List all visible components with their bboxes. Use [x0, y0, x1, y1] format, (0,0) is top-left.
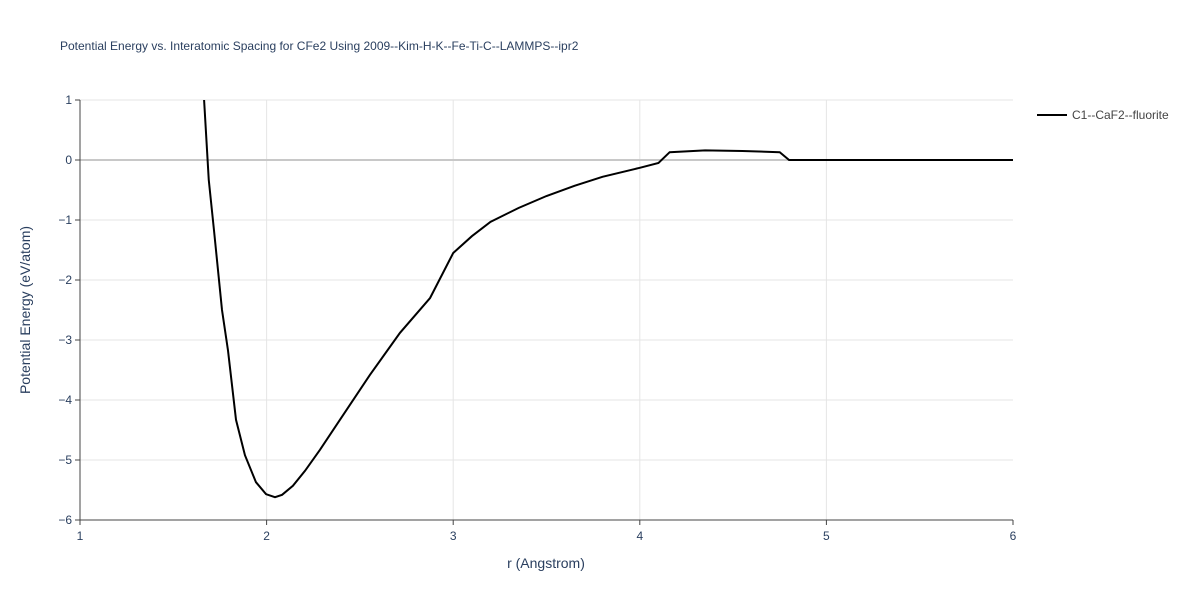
y-tick-label: 1	[65, 93, 72, 107]
x-tick-label: 3	[450, 529, 457, 543]
y-tick-label: −5	[58, 453, 72, 467]
legend-label: C1--CaF2--fluorite	[1072, 108, 1169, 122]
y-tick-label: −6	[58, 513, 72, 527]
x-tick-label: 5	[823, 529, 830, 543]
x-axis-title: r (Angstrom)	[507, 555, 585, 571]
y-tick-label: −3	[58, 333, 72, 347]
y-tick-label: −2	[58, 273, 72, 287]
y-tick-label: −4	[58, 393, 72, 407]
chart-title: Potential Energy vs. Interatomic Spacing…	[60, 39, 579, 53]
y-tick-label: −1	[58, 213, 72, 227]
x-tick-label: 4	[636, 529, 643, 543]
series-line	[203, 99, 1013, 499]
x-tick-label: 2	[263, 529, 270, 543]
y-tick-label: 0	[65, 153, 72, 167]
x-tick-label: 6	[1010, 529, 1017, 543]
x-tick-label: 1	[77, 529, 84, 543]
y-axis-title: Potential Energy (eV/atom)	[17, 226, 33, 394]
